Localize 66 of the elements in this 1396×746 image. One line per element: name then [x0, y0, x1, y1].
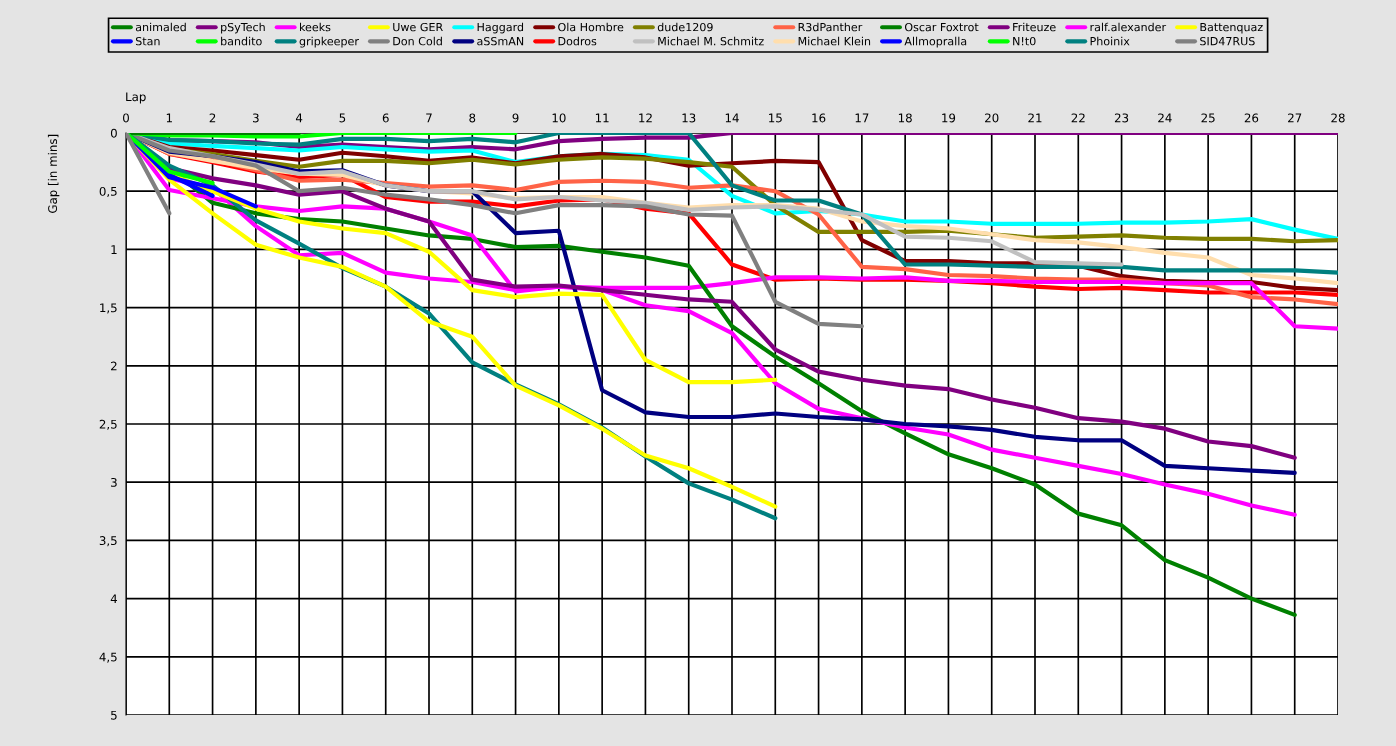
x-tick-label: 18 — [898, 113, 912, 123]
y-tick-label: 3,5 — [99, 536, 117, 547]
x-tick-label: 11 — [595, 113, 609, 123]
legend-label: gripkeeper — [299, 36, 359, 48]
x-tick-label: 8 — [469, 113, 476, 123]
legend-label: SID47RUS — [1200, 36, 1255, 46]
y-tick-label: 1,5 — [100, 303, 117, 314]
legend-label: Michael Klein — [798, 36, 871, 46]
legend-label: Friteuze — [1013, 22, 1056, 32]
legend-label: Haggard — [477, 22, 524, 34]
legend-label: bandito — [221, 36, 262, 46]
y-tick-label: 2 — [111, 361, 117, 371]
legend-label: ralf.alexander — [1090, 22, 1167, 32]
y-tick-label: 0 — [110, 128, 117, 138]
legend-label: Uwe GER — [393, 22, 443, 32]
x-tick-label: 17 — [855, 113, 869, 123]
x-tick-label: 28 — [1331, 113, 1345, 123]
legend-label: Allmopralla — [904, 36, 967, 48]
x-tick-label: 13 — [682, 113, 696, 123]
x-tick-label: 19 — [942, 113, 956, 123]
y-tick-label: 5 — [111, 710, 117, 720]
legend-label: Oscar Foxtrot — [904, 22, 979, 32]
x-tick-label: 23 — [1114, 113, 1129, 123]
x-tick-label: 0 — [123, 113, 129, 123]
x-tick-label: 2 — [209, 113, 216, 123]
legend-label: Dodros — [558, 36, 597, 46]
legend-label: Battenquaz — [1200, 23, 1263, 34]
x-tick-label: 10 — [552, 113, 566, 123]
y-axis-title: Gap [in mins] — [47, 134, 60, 213]
legend-label: R3dPanther — [798, 22, 863, 32]
legend-label: Phoinix — [1090, 36, 1130, 46]
x-tick-label: 6 — [382, 113, 389, 123]
legend-label: dude1209 — [657, 22, 713, 32]
y-tick-label: 0,5 — [99, 186, 117, 198]
y-tick-label: 4,5 — [99, 652, 117, 663]
y-tick-label: 3 — [111, 477, 117, 487]
y-tick-label: 4 — [110, 594, 117, 604]
legend-label: aSSmAN — [477, 36, 524, 46]
legend-label: N!t0 — [1013, 36, 1036, 46]
x-tick-label: 22 — [1071, 113, 1085, 123]
legend-label: Don Cold — [393, 36, 442, 46]
x-tick-label: 20 — [985, 113, 999, 123]
legend-label: pSyTech — [221, 22, 265, 34]
legend-label: Stan — [135, 36, 160, 46]
x-tick-label: 21 — [1028, 113, 1042, 123]
y-tick-label: 1 — [111, 245, 117, 254]
x-tick-label: 25 — [1201, 113, 1215, 123]
x-tick-label: 14 — [725, 113, 739, 123]
x-tick-label: 3 — [253, 113, 259, 123]
x-tick-label: 15 — [769, 113, 782, 123]
x-tick-label: 4 — [295, 113, 303, 123]
x-tick-label: 7 — [426, 113, 432, 123]
x-tick-label: 12 — [639, 113, 652, 123]
legend-label: keeks — [300, 22, 331, 32]
x-tick-label: 16 — [812, 113, 826, 123]
x-tick-label: 26 — [1244, 113, 1259, 123]
x-tick-label: 24 — [1158, 113, 1172, 123]
x-tick-label: 1 — [166, 113, 172, 123]
legend-label: Ola Hombre — [558, 22, 624, 32]
x-tick-label: 27 — [1288, 113, 1302, 123]
legend-label: Michael M. Schmitz — [658, 36, 764, 46]
legend-label: animaled — [135, 22, 186, 32]
x-tick-label: 9 — [512, 113, 519, 123]
x-axis-title: Lap — [126, 92, 146, 104]
x-tick-label: 5 — [339, 113, 346, 123]
y-tick-label: 2,5 — [99, 419, 117, 430]
